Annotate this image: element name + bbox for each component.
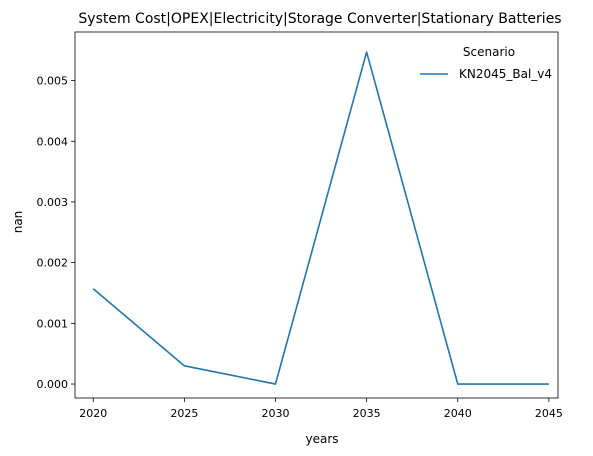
y-tick-label: 0.001 (37, 317, 69, 330)
legend-label: KN2045_Bal_v4 (459, 67, 552, 81)
y-tick-label: 0.000 (37, 378, 69, 391)
x-tick-label: 2035 (353, 407, 381, 420)
series-layer (92, 51, 549, 385)
x-tick-label: 2045 (535, 407, 563, 420)
x-tick-label: 2030 (261, 407, 289, 420)
plot-frame (74, 31, 559, 399)
y-tick-label: 0.003 (37, 196, 69, 209)
y-tick-label: 0.005 (37, 75, 69, 88)
chart-title: System Cost|OPEX|Electricity|Storage Con… (78, 11, 561, 27)
legend: Scenario KN2045_Bal_v4 (420, 45, 552, 81)
x-axis: 2020 2025 2030 2035 2040 2045 (79, 398, 563, 420)
y-tick-label: 0.004 (37, 135, 69, 148)
x-tick-label: 2040 (444, 407, 472, 420)
x-tick-label: 2020 (79, 407, 107, 420)
plot-area (74, 31, 559, 399)
legend-title: Scenario (463, 45, 515, 59)
y-tick-label: 0.002 (37, 257, 69, 270)
y-axis: 0.000 0.001 0.002 0.003 0.004 0.005 (37, 75, 75, 391)
x-axis-label: years (305, 432, 338, 446)
series-line (92, 51, 549, 385)
y-axis-label: nan (11, 211, 25, 234)
x-tick-label: 2025 (170, 407, 198, 420)
